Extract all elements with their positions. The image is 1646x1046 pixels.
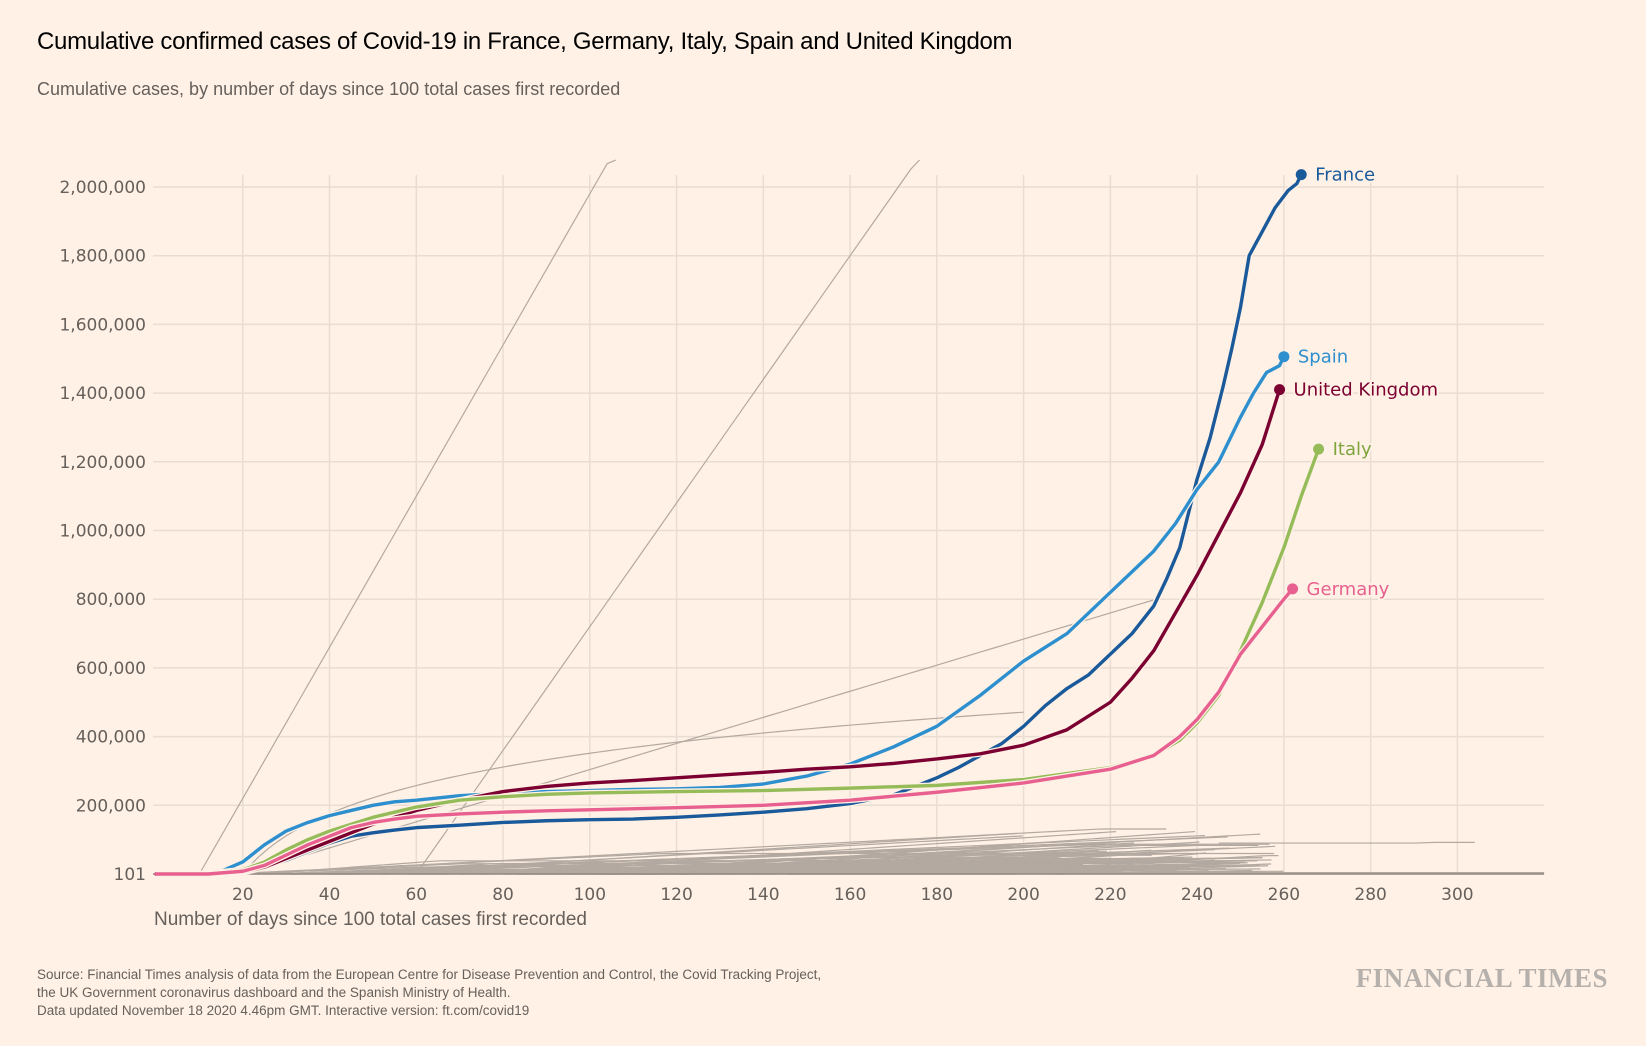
- background-country-line: [415, 159, 920, 875]
- series-end-dot: [1295, 169, 1307, 181]
- series-halo: [156, 355, 1287, 877]
- background-country-line: [349, 857, 1062, 875]
- axes: 101 200,000 400,000 600,000 800,000 1,000,000…: [59, 178, 1544, 905]
- x-tick-label: 20: [232, 885, 254, 905]
- source-line-1: Source: Financial Times analysis of data…: [37, 967, 822, 982]
- chart-subtitle: Cumulative cases, by number of days sinc…: [37, 79, 621, 99]
- series-end-dot: [1278, 351, 1290, 363]
- series-end-dot: [1274, 384, 1286, 396]
- x-tick-label: 180: [921, 885, 953, 905]
- background-country-line: [246, 828, 1167, 875]
- series-end-dot: [1287, 583, 1299, 595]
- series-line-france: [154, 172, 1303, 876]
- x-tick-label: 140: [747, 885, 779, 905]
- ft-logo: FINANCIAL TIMES: [1355, 963, 1608, 993]
- x-tick-label: 260: [1268, 885, 1300, 905]
- y-tick-label: 1,400,000: [59, 384, 146, 404]
- series-end-dot: [1313, 443, 1325, 455]
- background-country-line: [198, 159, 617, 875]
- background-country-line: [482, 831, 1117, 875]
- source-note: Source: Financial Times analysis of data…: [37, 966, 821, 1020]
- series-line-united-kingdom: [154, 387, 1282, 876]
- x-tick-label: 200: [1007, 885, 1039, 905]
- x-tick-label: 120: [660, 885, 692, 905]
- series-label-halo: Germany: [1307, 579, 1390, 600]
- y-tick-label: 101: [114, 865, 146, 885]
- y-tick-label: 600,000: [76, 659, 146, 679]
- x-tick-label: 60: [405, 885, 427, 905]
- y-tick-label: 800,000: [76, 590, 146, 610]
- x-axis-title: Number of days since 100 total cases fir…: [154, 909, 587, 930]
- x-tick-label: 300: [1441, 885, 1473, 905]
- background-country-line: [515, 856, 1046, 875]
- series-line-spain: [154, 354, 1286, 876]
- series-label: United Kingdom: [1294, 380, 1438, 401]
- y-tick-label: 1,200,000: [59, 453, 146, 473]
- x-tick-label: 160: [834, 885, 866, 905]
- x-tick-label: 220: [1094, 885, 1126, 905]
- background-country-lines: [198, 159, 1545, 875]
- series-label-halo: United Kingdom: [1294, 380, 1438, 401]
- series-halo: [156, 173, 1304, 877]
- series-line-germany: [154, 587, 1295, 876]
- background-country-line: [368, 836, 1228, 875]
- series-label: Italy: [1333, 439, 1372, 460]
- x-tick-label: 100: [574, 885, 606, 905]
- background-country-line: [520, 844, 1207, 875]
- y-tick-label: 400,000: [76, 728, 146, 748]
- series-label: Spain: [1298, 347, 1348, 368]
- source-line-2: the UK Government coronavirus dashboard …: [37, 985, 511, 1000]
- series-label-halo: Spain: [1298, 347, 1348, 368]
- highlighted-series: [154, 172, 1322, 877]
- x-tick-label: 280: [1354, 885, 1386, 905]
- background-country-line: [839, 862, 1248, 875]
- x-tick-label: 80: [492, 885, 514, 905]
- chart-title: Cumulative confirmed cases of Covid-19 i…: [37, 28, 1013, 55]
- y-tick-label: 2,000,000: [59, 178, 146, 198]
- series-label-halo: Italy: [1333, 439, 1372, 460]
- background-country-line: [282, 866, 1064, 875]
- y-tick-label: 1,000,000: [59, 522, 146, 542]
- y-tick-label: 200,000: [76, 796, 146, 816]
- y-tick-label: 1,800,000: [59, 247, 146, 267]
- background-country-line: [337, 835, 1023, 875]
- series-label: France: [1315, 165, 1375, 186]
- y-tick-label: 1,600,000: [59, 315, 146, 335]
- background-country-line: [242, 711, 1024, 875]
- series-label: Germany: [1307, 579, 1390, 600]
- series-label-halo: France: [1315, 165, 1375, 186]
- x-tick-label: 40: [319, 885, 341, 905]
- source-line-3: Data updated November 18 2020 4.46pm GMT…: [37, 1003, 530, 1018]
- background-country-line: [1218, 841, 1475, 844]
- x-tick-label: 240: [1181, 885, 1213, 905]
